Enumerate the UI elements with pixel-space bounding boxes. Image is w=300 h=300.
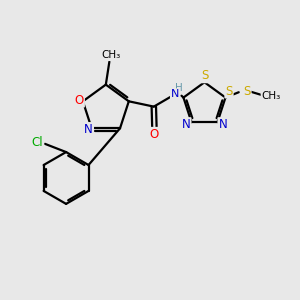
Text: S: S <box>201 69 208 82</box>
Text: N: N <box>84 123 93 136</box>
Text: N: N <box>171 89 179 99</box>
Text: S: S <box>225 85 233 98</box>
Text: CH₃: CH₃ <box>262 92 281 101</box>
Text: O: O <box>150 128 159 141</box>
Text: S: S <box>243 85 251 98</box>
Text: O: O <box>75 94 84 106</box>
Text: N: N <box>182 118 190 131</box>
Text: H: H <box>175 83 182 93</box>
Text: Cl: Cl <box>32 136 43 149</box>
Text: N: N <box>218 118 227 131</box>
Text: CH₃: CH₃ <box>101 50 121 60</box>
